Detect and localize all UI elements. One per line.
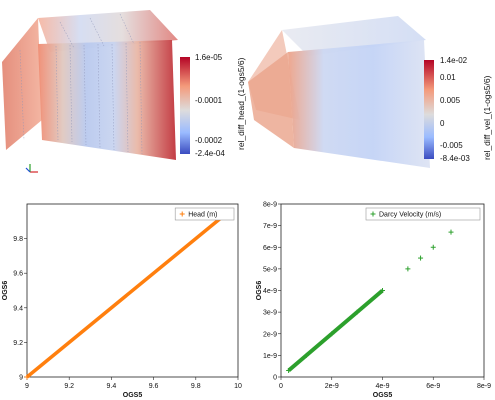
series-Head (m)	[24, 210, 230, 380]
legend: Darcy Velocity (m/s)	[365, 207, 481, 221]
data-point	[24, 374, 30, 380]
data-point	[430, 244, 436, 250]
data-point	[354, 309, 360, 315]
velocity-diff-block	[248, 16, 430, 168]
x-tick-label: 4e-9	[375, 383, 389, 390]
head-diff-block	[2, 10, 178, 173]
colorbar-title: rel_diff_vel_(1-ogs5/6)	[482, 75, 492, 160]
data-point	[329, 331, 335, 337]
y-tick-label: 9.2	[13, 340, 23, 347]
colorbar-tick: 0	[440, 119, 445, 128]
x-tick-label: 8e-9	[477, 383, 491, 390]
data-point	[418, 255, 424, 261]
x-tick-label: 9.6	[149, 383, 159, 390]
head-diff-colorbar	[180, 57, 190, 154]
y-axis-label: OGS6	[2, 281, 9, 301]
y-tick-label: 1e-9	[263, 353, 277, 360]
x-axis-label: OGS5	[123, 392, 143, 399]
velocity-diff-colorbar	[424, 60, 434, 159]
legend-label: Darcy Velocity (m/s)	[379, 212, 441, 219]
y-tick-label: 9	[19, 375, 23, 382]
velocity-chart: 0 2e-9 4e-9 6e-9 8e-9 0 1e-9 2e-9 3e-9 4e-9 5e-9 6e…	[256, 202, 491, 400]
head-diff-render: 1.6e-05 -0.0001 -0.0002 -2.4e-04 rel_dif…	[0, 0, 248, 190]
orientation-axes-icon	[25, 164, 38, 173]
x-axis-label: OGS5	[373, 392, 393, 399]
plot-frame	[26, 203, 239, 378]
x-tick-label: 6e-9	[426, 383, 440, 390]
data-point	[405, 266, 411, 272]
x-tick-label: 9	[25, 383, 29, 390]
series-Darcy Velocity (m/s)	[286, 229, 454, 374]
colorbar-tick: -0.005	[440, 141, 463, 150]
colorbar-tick: -0.0002	[195, 136, 223, 145]
colorbar-tick: 0.01	[440, 73, 456, 82]
y-axis-label: OGS6	[256, 281, 263, 301]
y-tick-label: 5e-9	[263, 266, 277, 273]
y-tick-label: 0	[273, 375, 277, 382]
data-point	[303, 352, 309, 358]
x-tick-label: 2e-9	[325, 383, 339, 390]
y-tick-label: 8e-9	[263, 202, 277, 209]
colorbar-tick: -2.4e-04	[195, 149, 225, 158]
colorbar-tick: -8.4e-03	[440, 154, 470, 163]
legend-marker	[370, 211, 376, 217]
x-tick-label: 9.4	[107, 383, 117, 390]
y-tick-label: 7e-9	[263, 223, 277, 230]
y-tick-label: 6e-9	[263, 245, 277, 252]
data-point	[448, 229, 454, 235]
x-tick-label: 0	[279, 383, 283, 390]
x-tick-label: 9.2	[64, 383, 74, 390]
y-tick-label: 2e-9	[263, 331, 277, 338]
velocity-diff-render: 1.4e-02 0.01 0.005 0 -0.005 -8.4e-03 rel…	[248, 0, 495, 190]
y-tick-label: 4e-9	[263, 288, 277, 295]
legend-marker	[179, 211, 185, 217]
colorbar-tick: -0.0001	[195, 96, 223, 105]
legend: Head (m)	[174, 207, 235, 221]
colorbar-tick: 1.6e-05	[195, 53, 223, 62]
y-tick-label: 3e-9	[263, 310, 277, 317]
scatter-band	[287, 288, 384, 373]
y-tick-label: 9.8	[13, 236, 23, 243]
series-line	[25, 211, 229, 379]
legend-label: Head (m)	[188, 212, 217, 219]
x-tick-label: 9.8	[191, 383, 201, 390]
y-tick-label: 9.6	[13, 271, 23, 278]
colorbar-tick: 1.4e-02	[440, 56, 468, 65]
x-tick-label: 10	[234, 383, 242, 390]
colorbar-title: rel_diff_head_(1-ogs5/6)	[236, 57, 246, 150]
data-point	[286, 368, 292, 374]
head-chart: 9 9.2 9.4 9.6 9.8 10 9 9.2 9.4 9.6 9.8 OGS5 OGS6 Head…	[2, 203, 242, 399]
colorbar-tick: 0.005	[440, 96, 461, 105]
data-point	[380, 288, 385, 293]
y-tick-label: 9.4	[13, 305, 23, 312]
